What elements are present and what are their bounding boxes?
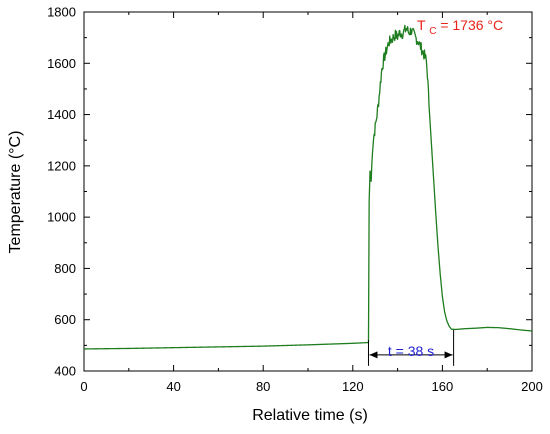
peak-label-t: T (417, 17, 426, 33)
y-tick-label: 1800 (47, 5, 76, 20)
plot-frame (83, 11, 533, 372)
series-layer (83, 24, 533, 350)
plot-area-border (83, 11, 533, 372)
x-axis-title: Relative time (s) (252, 407, 368, 424)
y-tick-label: 1600 (47, 56, 76, 71)
peak-temperature-label: T C = 1736 °C (417, 17, 503, 37)
temperature-series-line (83, 24, 533, 350)
y-tick-label: 600 (54, 312, 76, 327)
y-tick-label: 400 (54, 364, 76, 379)
y-tick-label: 1000 (47, 210, 76, 225)
peak-label-value: = 1736 °C (440, 17, 503, 33)
x-tick-label: 160 (432, 379, 454, 394)
y-axis-title: Temperature (°C) (7, 131, 24, 254)
x-tick-label: 0 (80, 379, 87, 394)
x-axis-ticks: 0 40 80 120 160 200 (80, 12, 543, 394)
x-tick-label: 80 (256, 379, 270, 394)
duration-arrow-head-right (444, 351, 453, 359)
annotation-layer (367, 329, 455, 366)
y-tick-label: 1200 (47, 158, 76, 173)
peak-label-sub: C (429, 26, 436, 37)
y-tick-label: 1400 (47, 107, 76, 122)
y-axis-ticks: 400 600 800 1000 1200 1400 1600 1800 (47, 5, 532, 379)
y-tick-label: 800 (54, 261, 76, 276)
duration-label: t = 38 s (388, 343, 434, 359)
x-tick-label: 200 (521, 379, 543, 394)
x-tick-label: 120 (342, 379, 364, 394)
x-tick-label: 40 (166, 379, 180, 394)
duration-arrow-head-left (369, 351, 378, 359)
